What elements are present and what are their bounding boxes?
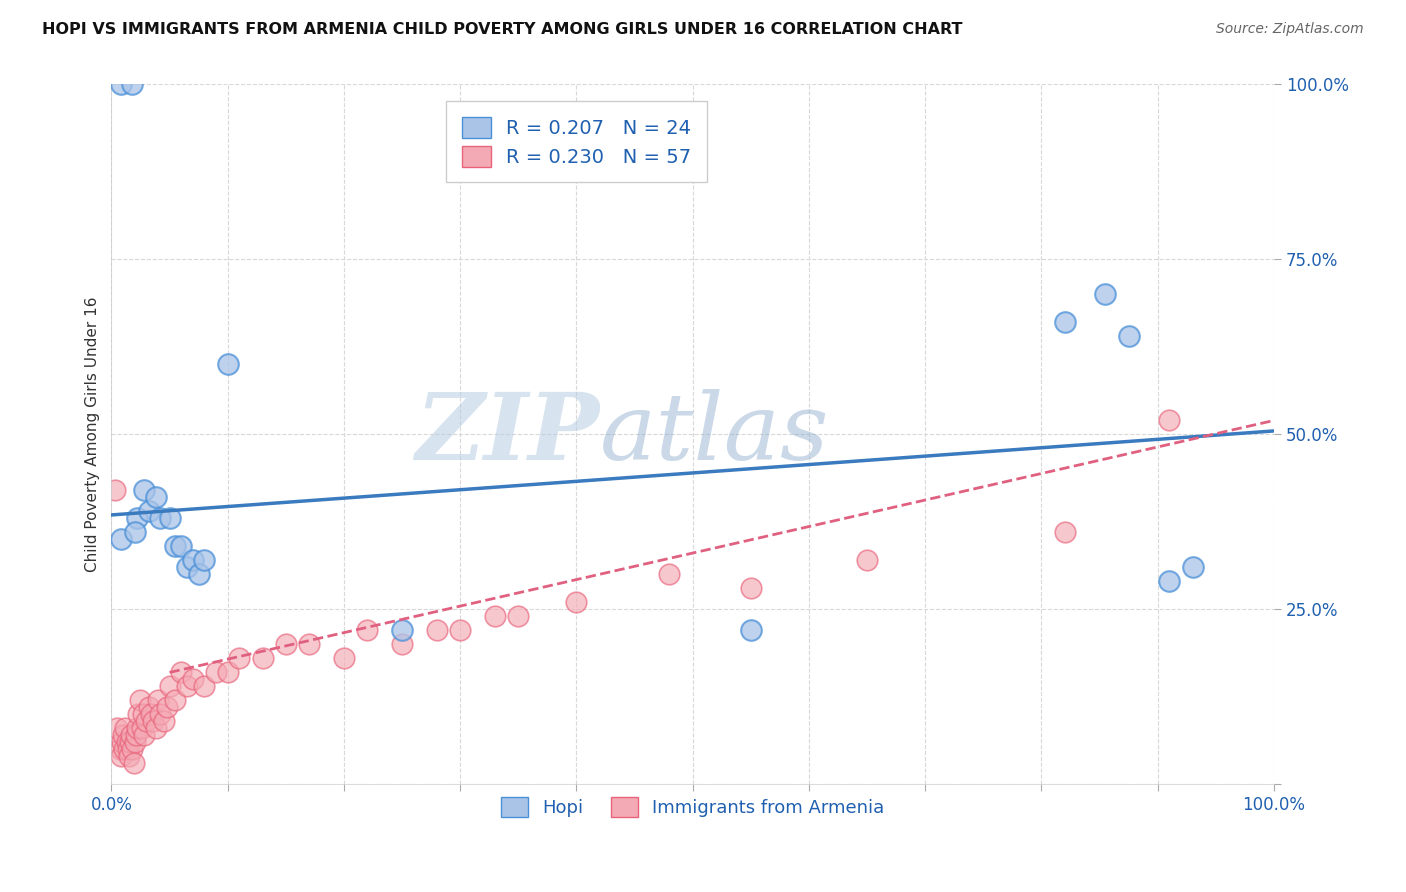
Point <box>132 483 155 498</box>
Point <box>146 693 169 707</box>
Point <box>110 533 132 547</box>
Point <box>165 693 187 707</box>
Point <box>1181 560 1204 574</box>
Point <box>112 742 135 756</box>
Point <box>156 700 179 714</box>
Point <box>391 624 413 638</box>
Point <box>125 728 148 742</box>
Point <box>508 609 530 624</box>
Point <box>740 624 762 638</box>
Legend: Hopi, Immigrants from Armenia: Hopi, Immigrants from Armenia <box>494 790 891 824</box>
Point <box>121 742 143 756</box>
Point <box>129 693 152 707</box>
Point <box>217 665 239 680</box>
Text: ZIP: ZIP <box>415 390 600 479</box>
Point <box>228 651 250 665</box>
Point <box>114 722 136 736</box>
Point <box>165 540 187 554</box>
Point <box>274 637 297 651</box>
Point <box>298 637 321 651</box>
Point <box>484 609 506 624</box>
Point <box>449 624 471 638</box>
Y-axis label: Child Poverty Among Girls Under 16: Child Poverty Among Girls Under 16 <box>86 297 100 572</box>
Point <box>356 624 378 638</box>
Point <box>149 707 172 722</box>
Point <box>138 700 160 714</box>
Point <box>856 553 879 567</box>
Text: atlas: atlas <box>600 390 830 479</box>
Point <box>1159 413 1181 427</box>
Point <box>125 511 148 525</box>
Point <box>1053 315 1076 329</box>
Point <box>121 78 143 92</box>
Text: HOPI VS IMMIGRANTS FROM ARMENIA CHILD POVERTY AMONG GIRLS UNDER 16 CORRELATION C: HOPI VS IMMIGRANTS FROM ARMENIA CHILD PO… <box>42 22 963 37</box>
Point <box>135 714 157 729</box>
Text: Source: ZipAtlas.com: Source: ZipAtlas.com <box>1216 22 1364 37</box>
Point <box>131 722 153 736</box>
Point <box>124 525 146 540</box>
Point <box>152 714 174 729</box>
Point <box>181 673 204 687</box>
Point <box>333 651 356 665</box>
Point <box>108 742 131 756</box>
Point <box>205 665 228 680</box>
Point <box>118 749 141 764</box>
Point <box>125 722 148 736</box>
Point <box>110 749 132 764</box>
Point <box>127 707 149 722</box>
Point <box>740 582 762 596</box>
Point <box>110 78 132 92</box>
Point <box>252 651 274 665</box>
Point <box>120 728 142 742</box>
Point <box>1053 525 1076 540</box>
Point <box>170 665 193 680</box>
Point <box>149 511 172 525</box>
Point <box>187 567 209 582</box>
Point <box>132 707 155 722</box>
Point <box>170 540 193 554</box>
Point <box>181 553 204 567</box>
Point <box>111 735 134 749</box>
Point <box>132 728 155 742</box>
Point <box>145 491 167 505</box>
Point <box>115 735 138 749</box>
Point <box>105 722 128 736</box>
Point <box>112 728 135 742</box>
Point <box>138 504 160 518</box>
Point <box>1118 329 1140 343</box>
Point <box>1159 574 1181 589</box>
Point <box>159 680 181 694</box>
Point <box>145 722 167 736</box>
Point <box>117 742 139 756</box>
Point <box>426 624 449 638</box>
Point <box>176 680 198 694</box>
Point <box>159 511 181 525</box>
Point <box>193 680 215 694</box>
Point <box>565 595 588 609</box>
Point <box>176 560 198 574</box>
Point <box>122 756 145 771</box>
Point <box>139 707 162 722</box>
Point <box>1094 287 1116 301</box>
Point <box>217 358 239 372</box>
Point <box>391 637 413 651</box>
Point <box>658 567 681 582</box>
Point <box>118 735 141 749</box>
Point <box>193 553 215 567</box>
Point <box>142 714 165 729</box>
Point <box>124 735 146 749</box>
Point <box>104 483 127 498</box>
